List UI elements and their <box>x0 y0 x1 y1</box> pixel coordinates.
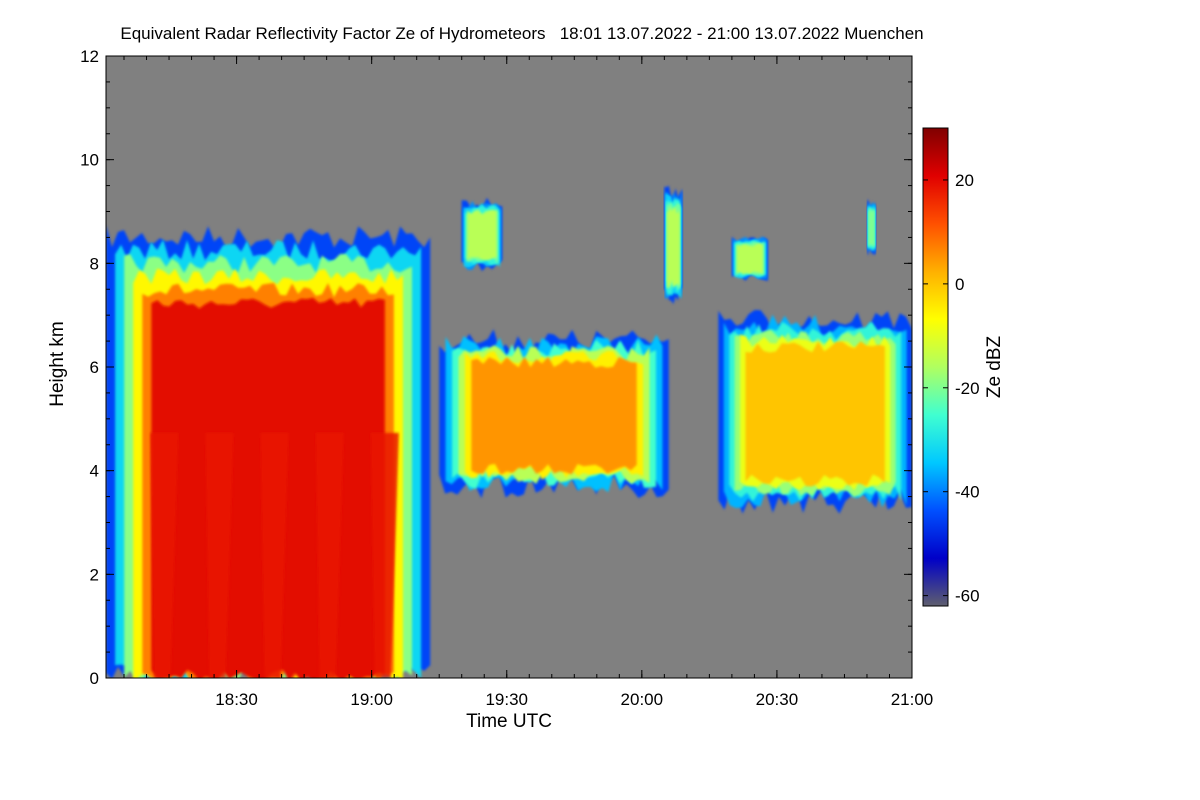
colorbar <box>922 127 949 607</box>
colorbar-tick-label: -40 <box>955 483 980 502</box>
fall-streak <box>205 432 234 678</box>
x-tick-label: 19:30 <box>485 690 528 709</box>
fall-streak <box>260 432 289 678</box>
echo-region-1 <box>471 356 637 475</box>
y-tick-label: 8 <box>90 254 99 273</box>
x-tick-label: 20:30 <box>756 690 799 709</box>
y-tick-label: 12 <box>80 47 99 66</box>
x-axis-label: Time UTC <box>466 711 552 732</box>
x-tick-label: 18:30 <box>215 690 258 709</box>
y-axis-label: Height km <box>47 321 68 407</box>
x-axis: 18:30 19:00 19:30 20:00 20:30 21:00 <box>123 56 934 709</box>
colorbar-ticks: 20 0 -20 -40 -60 <box>923 171 980 606</box>
colorbar-tick-label: -60 <box>955 587 980 606</box>
echo-region-6 <box>868 207 875 248</box>
fall-streak <box>150 432 179 678</box>
x-tick-label: 19:00 <box>350 690 393 709</box>
echo-layer <box>106 185 912 678</box>
y-tick-label: 10 <box>80 151 99 170</box>
y-tick-label: 2 <box>90 565 99 584</box>
colorbar-tick-label: -20 <box>955 379 980 398</box>
colorbar-tick-label: 0 <box>955 275 964 294</box>
fall-streak <box>315 432 344 678</box>
y-tick-label: 0 <box>90 669 99 688</box>
chart-title: Equivalent Radar Reflectivity Factor Ze … <box>120 24 923 43</box>
echo-region-2 <box>745 341 885 487</box>
colorbar-tick-label: 20 <box>955 171 974 190</box>
y-tick-label: 4 <box>90 462 99 481</box>
echo-region-4 <box>666 206 680 289</box>
y-tick-label: 6 <box>90 358 99 377</box>
x-tick-label: 21:00 <box>891 690 934 709</box>
x-tick-label: 20:00 <box>621 690 664 709</box>
echo-region-5 <box>736 243 763 275</box>
colorbar-label: Ze dBZ <box>984 335 1005 398</box>
fall-streak <box>370 432 399 678</box>
echo-region-3 <box>467 209 497 261</box>
y-axis: 0 2 4 6 8 10 12 <box>80 47 912 688</box>
